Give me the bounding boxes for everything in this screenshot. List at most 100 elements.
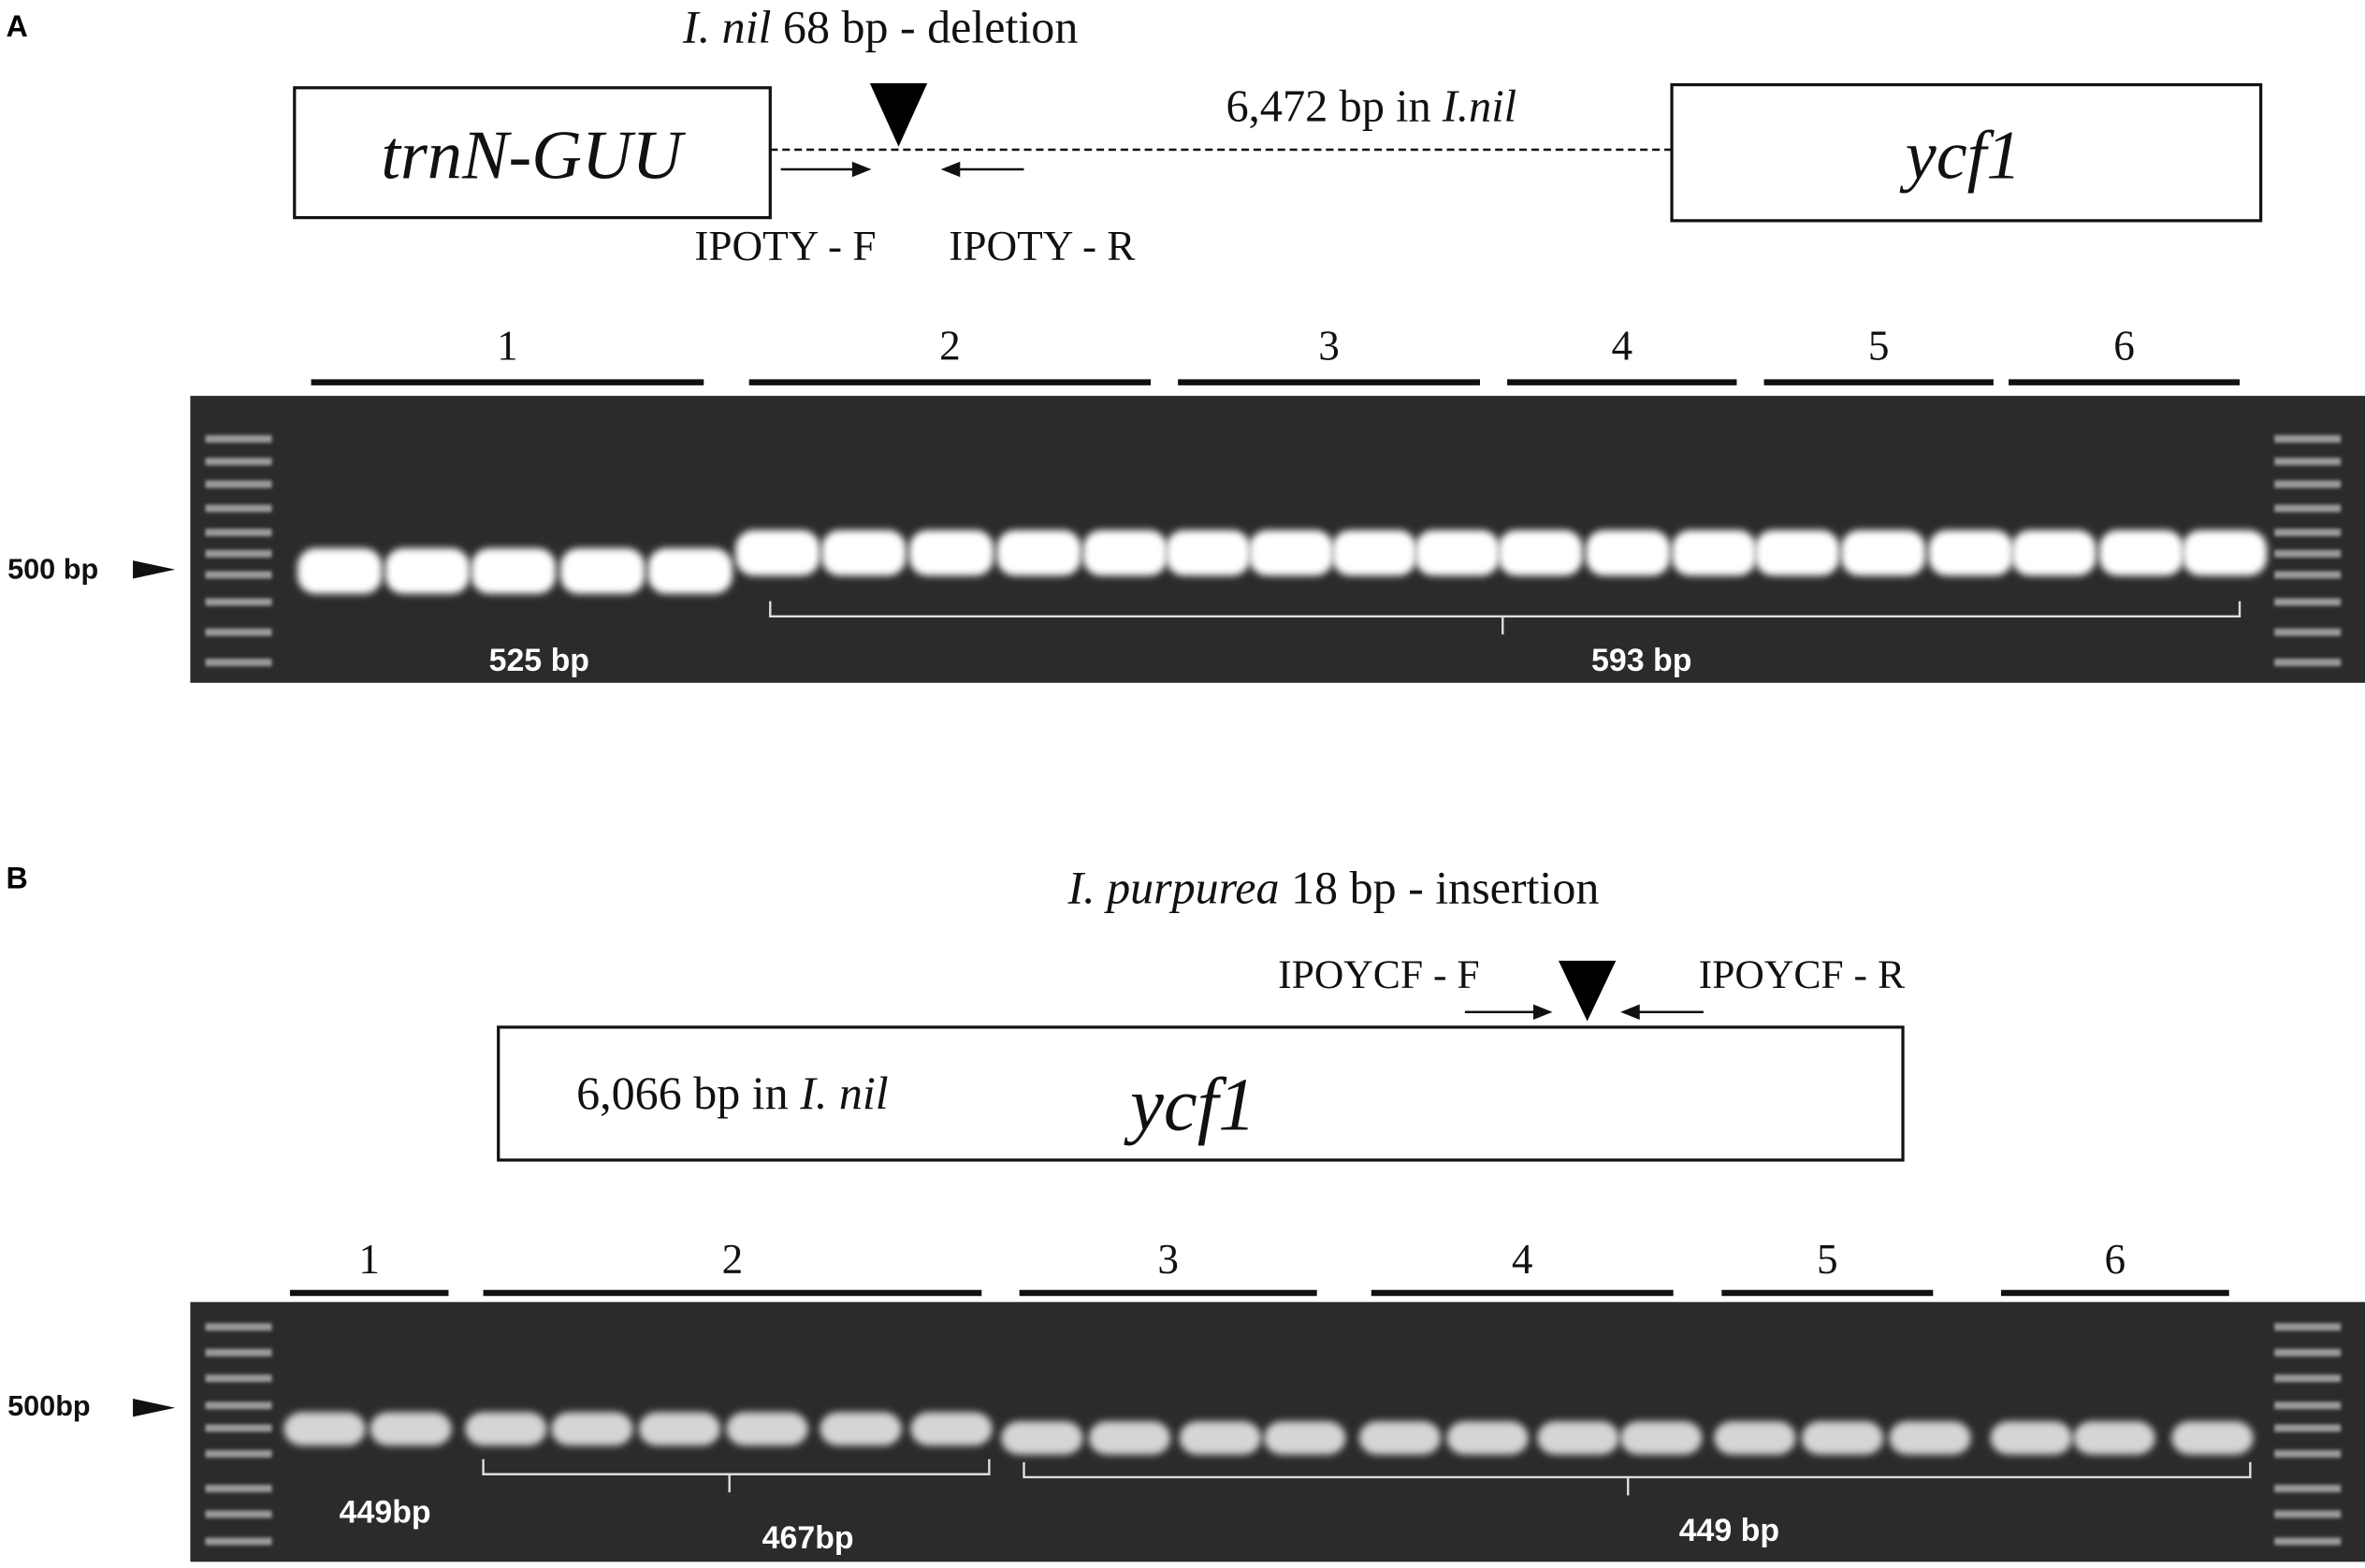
band	[559, 548, 646, 594]
ladder-band	[2274, 659, 2342, 667]
span-text: 6,066 bp in	[576, 1067, 789, 1119]
lane-label: 5	[1817, 1236, 1838, 1283]
ladder-band	[205, 1424, 272, 1432]
primer-label: IPOTY - R	[949, 223, 1136, 269]
title-italic: I. nil	[682, 0, 772, 52]
ladder-band	[2274, 598, 2342, 606]
ladder-band	[205, 529, 272, 537]
lane-label: 6	[2113, 322, 2135, 369]
ladder-band	[2274, 480, 2342, 488]
lane-label: 1	[497, 322, 518, 369]
band	[1990, 1421, 2072, 1455]
size-label: 449bp	[340, 1494, 431, 1530]
ladder-band	[2274, 1510, 2342, 1518]
gene-label: ycf1	[1124, 1064, 1255, 1147]
marker-arrow	[133, 1399, 176, 1417]
band	[1082, 530, 1168, 576]
band	[1331, 530, 1417, 576]
ladder-band	[205, 1374, 272, 1383]
primer-label: IPOYCF - F	[1278, 952, 1480, 997]
ladder-band	[205, 1510, 272, 1518]
band	[1586, 530, 1671, 576]
bracket	[1023, 1461, 2252, 1496]
band	[2098, 530, 2184, 576]
band	[1754, 530, 1840, 576]
bracket	[482, 1459, 991, 1493]
ladder-band	[205, 628, 272, 636]
size-label: 467bp	[762, 1520, 854, 1556]
ladder-band	[2274, 1485, 2342, 1493]
band	[1801, 1421, 1884, 1455]
span-italic: I. nil	[799, 1067, 889, 1119]
span-text: 6,472 bp in	[1226, 81, 1430, 131]
marker-label: 500 bp	[7, 553, 98, 585]
span-label: 6,472 bp in I.nil	[1226, 81, 1516, 131]
ladder-band	[2274, 1424, 2342, 1432]
band	[726, 1412, 808, 1446]
ladder-band	[2274, 1449, 2342, 1458]
band	[1088, 1421, 1171, 1455]
title-text: 18 bp - insertion	[1291, 862, 1599, 914]
span-label: 6,066 bp in I. nil	[576, 1067, 889, 1119]
lane-label: 2	[722, 1236, 744, 1283]
ladder-band	[205, 1323, 272, 1331]
title: I. purpurea 18 bp - insertion	[1066, 862, 1599, 914]
band	[2171, 1421, 2254, 1455]
band	[1714, 1421, 1796, 1455]
lane-label: 3	[1157, 1236, 1179, 1283]
ladder-band	[2274, 549, 2342, 558]
panel-label: B	[6, 861, 27, 894]
lane-label: 5	[1868, 322, 1890, 369]
ladder-band	[2274, 435, 2342, 443]
band	[1840, 530, 1926, 576]
band	[1249, 530, 1334, 576]
band	[1358, 1421, 1442, 1455]
ladder-band	[205, 1485, 272, 1493]
band	[910, 1412, 993, 1446]
lane-label: 4	[1611, 322, 1632, 369]
marker-arrow	[133, 560, 176, 579]
band	[1537, 1421, 1619, 1455]
ladder-band	[2274, 628, 2342, 636]
band	[638, 1412, 721, 1446]
primer-label: IPOYCF - R	[1699, 952, 1905, 997]
ladder-band	[205, 480, 272, 488]
ladder-band	[205, 549, 272, 558]
gels: 1 2 3 4 5 6 500 bp 525 bp 593 bp 1 2 3 4 5 6 500bp 449bp…	[7, 322, 2365, 1562]
gene-label: trnN-GUU	[381, 118, 686, 195]
title: I. nil 68 bp - deletion	[682, 0, 1078, 52]
insertion-marker	[1558, 960, 1617, 1022]
ladder-band	[205, 659, 272, 667]
lane-label: 1	[358, 1236, 380, 1283]
span-italic: I.nil	[1442, 81, 1516, 131]
band	[821, 530, 907, 576]
band	[735, 530, 820, 576]
band	[1166, 530, 1251, 576]
band	[1889, 1421, 1971, 1455]
ladder-band	[2274, 504, 2342, 513]
primer-arrows	[780, 161, 1024, 178]
lane-label: 4	[1512, 1236, 1533, 1283]
band	[1620, 1421, 1703, 1455]
band	[384, 548, 471, 594]
ladder-band	[2274, 1537, 2342, 1546]
marker-label: 500bp	[7, 1390, 91, 1422]
ladder-band	[205, 435, 272, 443]
ladder-band	[2274, 457, 2342, 466]
band	[1928, 530, 2013, 576]
ladder-band	[205, 457, 272, 466]
ladder-band	[2274, 1374, 2342, 1383]
ladder-band	[205, 571, 272, 579]
band	[1264, 1421, 1346, 1455]
band	[647, 548, 733, 594]
band	[2011, 530, 2097, 576]
title-text: 68 bp - deletion	[783, 0, 1078, 52]
lane-label: 3	[1318, 322, 1340, 369]
ladder-band	[205, 504, 272, 513]
bracket	[769, 601, 2242, 635]
band	[1672, 530, 1757, 576]
ladder-band	[2274, 571, 2342, 579]
band	[283, 1412, 366, 1446]
